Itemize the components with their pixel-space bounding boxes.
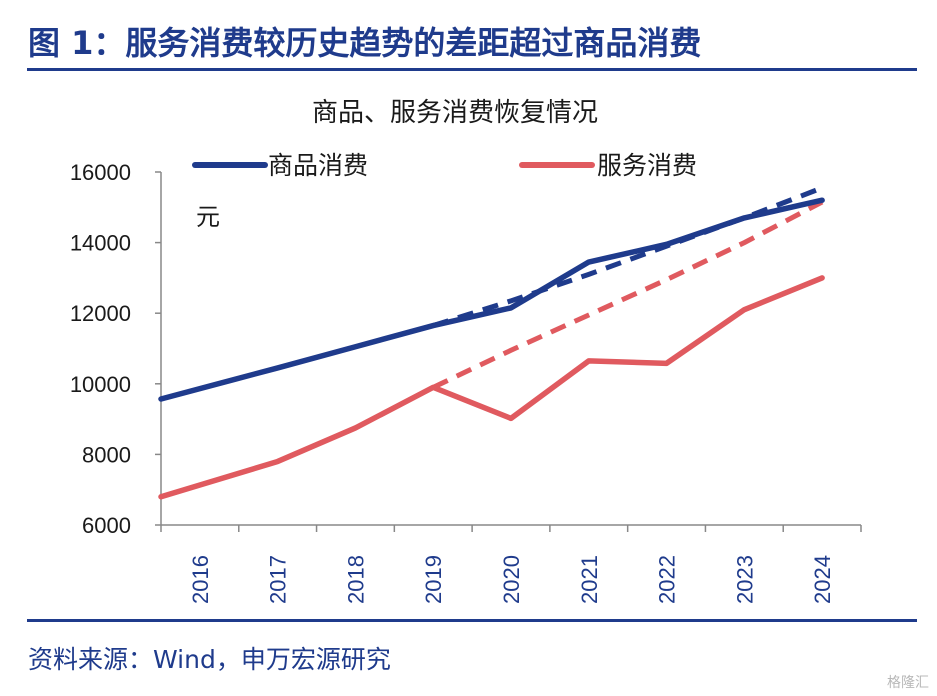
legend-label-services: 服务消费 <box>597 151 697 180</box>
chart-title: 商品、服务消费恢复情况 <box>312 98 598 128</box>
y-ticks: 6000 8000 10000 12000 14000 16000 <box>70 160 161 538</box>
x-tick-label: 2016 <box>188 555 213 604</box>
x-tick-label: 2021 <box>577 555 602 604</box>
x-ticks: 2016 2017 2018 2019 2020 2021 2022 2023 2024 <box>160 525 862 604</box>
goods-series-line <box>158 197 825 402</box>
x-tick-label: 2023 <box>732 555 757 604</box>
x-tick-label: 2024 <box>810 555 835 604</box>
services-trend-line <box>432 199 824 390</box>
y-tick-label: 6000 <box>82 513 131 538</box>
title-divider <box>27 68 917 71</box>
y-tick-label: 12000 <box>70 301 131 326</box>
footer-divider <box>27 619 917 622</box>
services-series-line <box>158 275 825 500</box>
x-tick-label: 2017 <box>266 555 291 604</box>
legend-label-goods: 商品消费 <box>268 151 368 180</box>
x-tick-label: 2022 <box>655 555 680 604</box>
watermark-logo: 格隆汇 <box>887 675 929 691</box>
y-tick-label: 10000 <box>70 372 131 397</box>
series-lines <box>158 197 825 500</box>
figure-title: 图 1：服务消费较历史趋势的差距超过商品消费 <box>28 24 702 62</box>
x-tick-label: 2018 <box>343 555 368 604</box>
source-note: 资料来源：Wind，申万宏源研究 <box>28 645 391 674</box>
x-tick-label: 2020 <box>499 555 524 604</box>
y-tick-label: 8000 <box>82 442 131 467</box>
x-tick-label: 2019 <box>421 555 446 604</box>
y-tick-label: 14000 <box>70 231 131 256</box>
trend-lines <box>432 185 824 390</box>
goods-trend-line <box>432 185 824 328</box>
y-unit-label: 元 <box>196 203 220 231</box>
y-tick-label: 16000 <box>70 160 131 185</box>
